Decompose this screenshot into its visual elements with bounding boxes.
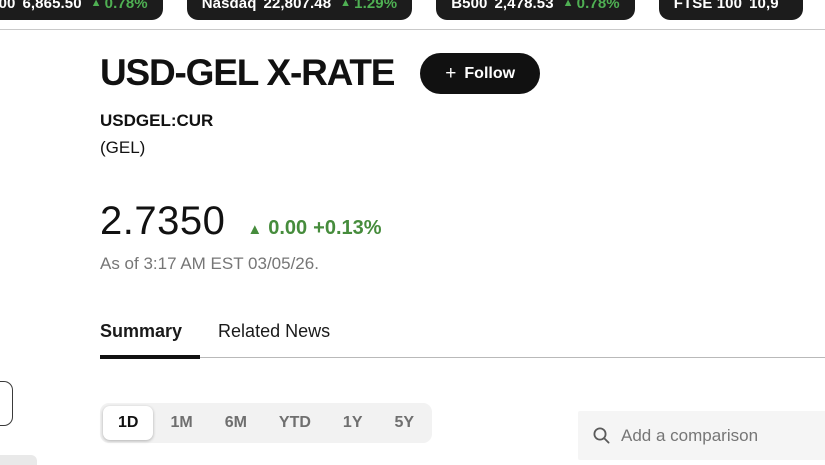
main-content: USD-GEL X-RATE + Follow USDGEL:CUR (GEL)…	[100, 52, 825, 443]
quote-row: 2.7350 ▲ 0.00 +0.13%	[100, 199, 825, 244]
ticker-pill-sp500[interactable]: S&P 500 6,865.50 ▲0.78%	[0, 0, 163, 20]
follow-button[interactable]: + Follow	[420, 53, 541, 94]
tab-bar: Summary Related News	[100, 321, 825, 359]
time-range-selector: 1D 1M 6M YTD 1Y 5Y	[100, 402, 433, 443]
index-change: ▲ 0.78%	[563, 0, 620, 12]
divider	[0, 29, 825, 30]
index-name: S&P 500	[0, 0, 16, 12]
search-icon	[593, 427, 610, 444]
follow-button-label: Follow	[464, 64, 516, 82]
index-change-pct: 0.78%	[104, 0, 148, 12]
bottom-corner-shape	[0, 455, 37, 465]
comparison-search	[578, 411, 825, 460]
up-arrow-icon: ▲	[247, 221, 263, 238]
index-change: ▲ 0.78%	[91, 0, 148, 12]
up-arrow-icon: ▲	[90, 0, 102, 9]
index-value: 6,865.50	[22, 0, 82, 12]
left-edge-widget[interactable]	[0, 381, 13, 426]
range-button-1d[interactable]: 1D	[103, 405, 154, 440]
plus-icon: +	[445, 63, 457, 84]
ticker-pill-b500[interactable]: B500 2,478.53 ▲ 0.78%	[436, 0, 635, 20]
index-change-pct: 0.78%	[576, 0, 620, 12]
index-name: B500	[451, 0, 488, 12]
change-percent: +0.13%	[313, 217, 382, 239]
tab-related-news[interactable]: Related News	[218, 321, 331, 341]
index-value: 10,9	[749, 0, 779, 12]
index-change-pct: 1.29%	[354, 0, 398, 12]
ticker-pill-ftse100[interactable]: FTSE 100 10,9	[658, 0, 803, 20]
last-price: 2.7350	[100, 199, 226, 243]
ticker-symbol: USDGEL:CUR	[100, 111, 214, 130]
up-arrow-icon: ▲	[562, 0, 574, 9]
change-value: 0.00	[268, 217, 308, 239]
tab-summary[interactable]: Summary	[100, 321, 201, 359]
range-button-ytd[interactable]: YTD	[264, 406, 326, 440]
index-value: 22,807.48	[263, 0, 332, 12]
as-of-timestamp: As of 3:17 AM EST 03/05/26.	[100, 254, 319, 273]
quote-currency: (GEL)	[100, 138, 146, 157]
index-value: 2,478.53	[494, 0, 554, 12]
comparison-search-input[interactable]	[621, 425, 821, 446]
range-button-5y[interactable]: 5Y	[380, 406, 430, 440]
range-button-1y[interactable]: 1Y	[328, 406, 378, 440]
market-ticker-bar: S&P 500 6,865.50 ▲0.78% Nasdaq 22,807.48…	[0, 0, 803, 20]
index-name: FTSE 100	[673, 0, 743, 12]
range-button-6m[interactable]: 6M	[210, 406, 262, 440]
range-button-1m[interactable]: 1M	[155, 406, 207, 440]
index-change: ▲ 1.29%	[340, 0, 397, 12]
price-change: ▲ 0.00 +0.13%	[247, 217, 381, 240]
index-name: Nasdaq	[201, 0, 257, 12]
up-arrow-icon: ▲	[340, 0, 352, 9]
title-row: USD-GEL X-RATE + Follow	[100, 52, 825, 94]
page-title: USD-GEL X-RATE	[100, 52, 395, 94]
ticker-pill-nasdaq[interactable]: Nasdaq 22,807.48 ▲ 1.29%	[186, 0, 413, 20]
